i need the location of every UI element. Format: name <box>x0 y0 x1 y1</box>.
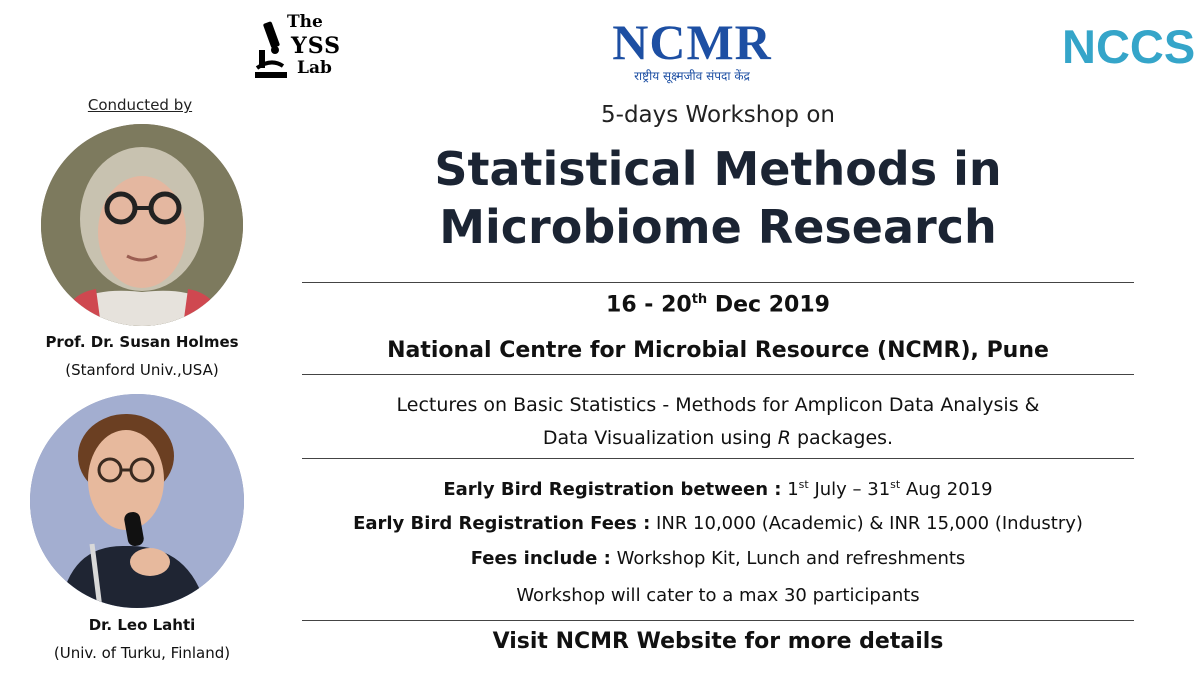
speaker-name-lahti: Dr. Leo Lahti <box>88 616 196 634</box>
event-venue: National Centre for Microbial Resource (… <box>387 338 1049 363</box>
speaker-photo-lahti <box>30 394 244 608</box>
portrait-illustration <box>30 394 244 608</box>
lectures-line-2: Data Visualization using R packages. <box>302 427 1134 449</box>
ncmr-logo-hindi: राष्ट्रीय सूक्ष्मजीव संपदा केंद्र <box>634 69 750 83</box>
period-from-sup: st <box>798 478 809 491</box>
ncmr-logo-text: NCMR <box>612 14 772 70</box>
workshop-capacity: Workshop will cater to a max 30 particip… <box>516 585 920 606</box>
speaker-affiliation-lahti: (Univ. of Turku, Finland) <box>53 644 231 662</box>
divider <box>302 620 1134 621</box>
yss-logo-line1: The <box>287 12 323 32</box>
date-start: 16 - 20 <box>606 292 692 318</box>
period-from-rest: July – 31 <box>808 479 891 500</box>
registration-period-label: Early Bird Registration between : <box>443 479 782 500</box>
divider <box>302 458 1134 459</box>
speaker-affiliation-holmes: (Stanford Univ.,USA) <box>65 361 219 379</box>
fees-include-value: Workshop Kit, Lunch and refreshments <box>610 548 966 569</box>
registration-period: Early Bird Registration between : 1st Ju… <box>302 478 1134 500</box>
event-dates: 16 - 20th Dec 2019 <box>302 292 1134 317</box>
registration-fees-value: INR 10,000 (Academic) & INR 15,000 (Indu… <box>650 513 1083 534</box>
r-language: R <box>777 427 791 449</box>
period-from-num: 1 <box>781 479 799 500</box>
lectures-line-2-pre: Data Visualization using <box>542 427 778 449</box>
visit-website-note: Visit NCMR Website for more details <box>492 629 944 654</box>
nccs-logo: NCCS <box>1062 20 1196 73</box>
yss-lab-logo: The YSS Lab <box>253 14 343 80</box>
speaker-name-holmes: Prof. Dr. Susan Holmes <box>45 333 239 351</box>
workshop-title: Statistical Methods in Microbiome Resear… <box>302 140 1134 256</box>
date-end: Dec 2019 <box>707 292 830 318</box>
registration-fees: Early Bird Registration Fees : INR 10,00… <box>302 513 1134 534</box>
fees-include-label: Fees include : <box>470 548 611 569</box>
period-to-sup: st <box>890 478 901 491</box>
microscope-icon <box>255 21 287 78</box>
speaker-photo-holmes <box>41 124 243 326</box>
ncmr-logo: NCMR राष्ट्रीय सूक्ष्मजीव संपदा केंद्र <box>612 14 772 86</box>
fees-include: Fees include : Workshop Kit, Lunch and r… <box>302 548 1134 569</box>
period-to-rest: Aug 2019 <box>900 479 993 500</box>
yss-logo-line2: YSS <box>291 33 341 59</box>
yss-logo-line3: Lab <box>297 58 332 78</box>
date-suffix: th <box>691 292 708 307</box>
divider <box>302 374 1134 375</box>
workshop-subtitle: 5-days Workshop on <box>601 102 835 128</box>
lectures-line-2-post: packages. <box>790 427 894 449</box>
portrait-illustration <box>41 124 243 326</box>
registration-fees-label: Early Bird Registration Fees : <box>353 513 651 534</box>
conducted-by-heading: Conducted by <box>87 96 193 114</box>
lectures-line-1: Lectures on Basic Statistics - Methods f… <box>396 394 1040 416</box>
divider <box>302 282 1134 283</box>
title-line-1: Statistical Methods in <box>434 142 1002 196</box>
title-line-2: Microbiome Research <box>439 200 997 254</box>
